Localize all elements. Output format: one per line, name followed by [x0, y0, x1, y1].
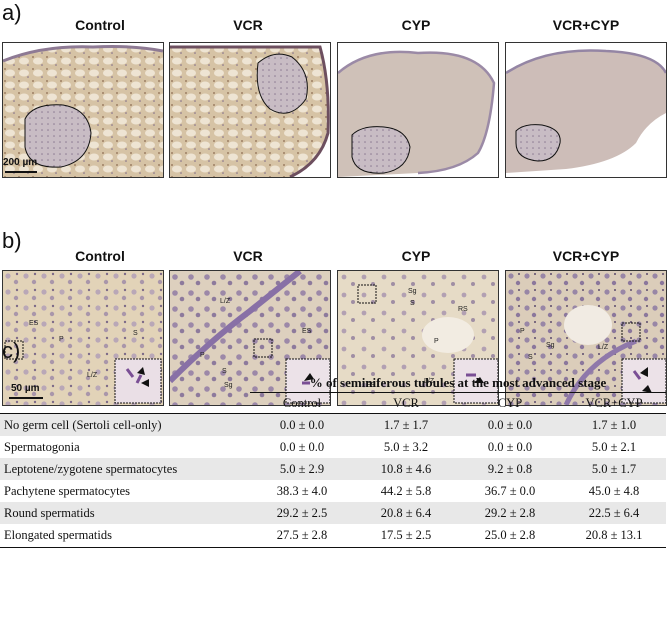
table-bottom-rule: [0, 547, 666, 548]
table-row: Elongated spermatids 27.5 ± 2.8 17.5 ± 2…: [0, 524, 666, 546]
row-label: No germ cell (Sertoli cell-only): [4, 417, 162, 432]
table-row: No germ cell (Sertoli cell-only) 0.0 ± 0…: [0, 414, 666, 436]
cell-label-p: P: [200, 352, 205, 359]
column-header: CYP: [497, 395, 523, 410]
table-cell: 5.0 ± 2.1: [591, 439, 637, 454]
table-cell: 25.0 ± 2.8: [484, 527, 536, 542]
scale-label-b: 50 µm: [11, 383, 40, 394]
panel-b-title-vcr: VCR: [233, 248, 263, 264]
table-cell: 17.5 ± 2.5: [380, 527, 432, 542]
table-cell: 10.8 ± 4.6: [380, 461, 432, 476]
table-cell: 38.3 ± 4.0: [276, 483, 328, 498]
table-cell: 0.0 ± 0.0: [487, 417, 533, 432]
scale-bar-b: [9, 397, 43, 399]
table-column-header-row: Control VCR CYP VCR+CYP: [0, 393, 666, 413]
cell-label-lz: L/Z: [87, 372, 98, 379]
table-cell: 44.2 ± 5.8: [380, 483, 432, 498]
cell-label-s: S: [410, 300, 415, 307]
table-cell: 0.0 ± 0.0: [279, 439, 325, 454]
micrograph-b-control: ES P S L/Z 50 µm: [2, 270, 164, 406]
table-cell: 1.7 ± 1.0: [591, 417, 637, 432]
table-header: % of seminiferous tubules at the most ad…: [309, 375, 607, 390]
micrograph-a-vcr: [169, 42, 331, 178]
cell-label-es: ES: [366, 382, 376, 389]
table-cell: 5.0 ± 2.9: [279, 461, 325, 476]
panel-b-title-control: Control: [75, 248, 125, 264]
micrograph-b-vcrcyp: P S Sg L/Z: [505, 270, 667, 406]
table-cell: 5.0 ± 3.2: [383, 439, 429, 454]
micrograph-a-cyp: [337, 42, 499, 178]
cell-label-sg: Sg: [546, 342, 555, 349]
panel-a-label: a): [2, 0, 22, 25]
panel-b-title-vcrcyp: VCR+CYP: [552, 248, 620, 264]
cell-label-lz: L/Z: [424, 378, 435, 385]
table-cell: 20.8 ± 6.4: [380, 505, 432, 520]
cell-label-p: P: [520, 328, 525, 335]
table-cell: 0.0 ± 0.0: [487, 439, 533, 454]
cell-label-rs: RS: [458, 306, 468, 313]
column-rule: [0, 413, 666, 414]
header-rule: [250, 392, 666, 393]
scale-bar-a: [5, 171, 37, 173]
row-label: Pachytene spermatocytes: [4, 483, 130, 498]
table-cell: 1.7 ± 1.7: [383, 417, 429, 432]
table-cell: 36.7 ± 0.0: [484, 483, 536, 498]
table-cell: 9.2 ± 0.8: [487, 461, 533, 476]
table-cell: 27.5 ± 2.8: [276, 527, 328, 542]
panel-a-title-vcr: VCR: [233, 17, 263, 33]
cell-label-s: S: [222, 368, 227, 375]
row-label: Round spermatids: [4, 505, 95, 520]
scale-label-a: 200 µm: [3, 157, 38, 168]
table-cell: 0.0 ± 0.0: [279, 417, 325, 432]
panel-b-label: b): [2, 228, 22, 253]
table-cell: 20.8 ± 13.1: [585, 527, 643, 542]
micrograph-a-vcrcyp: [505, 42, 667, 178]
micrograph-b-cyp: Sg S RS P ES L/Z: [337, 270, 499, 406]
table-cell: 5.0 ± 1.7: [591, 461, 637, 476]
cell-label-lz: L/Z: [220, 298, 231, 305]
micrograph-b-vcr: L/Z ES P S Sg: [169, 270, 331, 406]
cell-label-s: S: [528, 354, 533, 361]
table-cell: 45.0 ± 4.8: [588, 483, 640, 498]
cell-label-p: P: [434, 338, 439, 345]
panel-a-title-vcrcyp: VCR+CYP: [552, 17, 620, 33]
panel-b-title-cyp: CYP: [401, 248, 431, 264]
row-label: Spermatogonia: [4, 439, 80, 454]
row-label: Elongated spermatids: [4, 527, 112, 542]
table-row: Spermatogonia 0.0 ± 0.0 5.0 ± 3.2 0.0 ± …: [0, 436, 666, 458]
cell-label-es: ES: [29, 320, 39, 327]
table-cell: 29.2 ± 2.5: [276, 505, 328, 520]
panel-a-title-control: Control: [75, 17, 125, 33]
micrograph-a-control: 200 µm: [2, 42, 164, 178]
cell-label-p: P: [59, 336, 64, 343]
column-header: Control: [282, 395, 322, 410]
table-row: Pachytene spermatocytes 38.3 ± 4.0 44.2 …: [0, 480, 666, 502]
cell-label-lz: L/Z: [598, 344, 609, 351]
row-label: Leptotene/zygotene spermatocytes: [4, 461, 178, 476]
cell-label-sg: Sg: [408, 288, 417, 295]
table-row: Leptotene/zygotene spermatocytes 5.0 ± 2…: [0, 458, 666, 480]
table-row: Round spermatids 29.2 ± 2.5 20.8 ± 6.4 2…: [0, 502, 666, 524]
cell-label-sg: Sg: [224, 382, 233, 389]
table-cell: 22.5 ± 6.4: [588, 505, 640, 520]
panel-c-label: c): [2, 338, 21, 363]
column-header: VCR+CYP: [585, 395, 643, 410]
table-cell: 29.2 ± 2.8: [484, 505, 536, 520]
cell-label-s: S: [133, 330, 138, 337]
cell-label-es: ES: [302, 328, 312, 335]
column-header: VCR: [393, 395, 419, 410]
panel-a-title-cyp: CYP: [401, 17, 431, 33]
